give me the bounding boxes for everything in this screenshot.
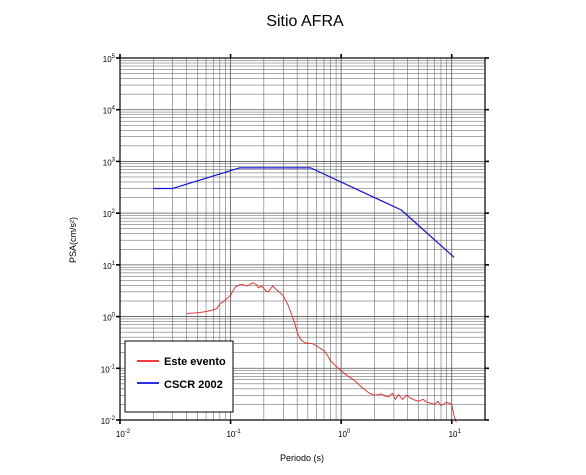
y-tick-label: 105	[103, 54, 116, 64]
y-tick-labels: 10-2 10-1 100 101 102 103 104 105	[101, 54, 116, 426]
x-axis-label: Periodo (s)	[280, 453, 324, 463]
x-tick-label: 101	[449, 429, 462, 439]
x-tick-label: 10-1	[226, 429, 241, 439]
plot-series	[153, 167, 457, 423]
chart-title: Sitio AFRA	[266, 13, 344, 30]
series-line-este-evento	[186, 282, 457, 423]
y-tick-label: 10-2	[101, 416, 116, 426]
legend-label-este-evento: Este evento	[164, 356, 226, 368]
legend-label-cscr-2002: CSCR 2002	[164, 379, 223, 391]
plot-grid	[116, 54, 489, 424]
y-tick-label: 100	[103, 313, 116, 323]
y-tick-label: 102	[103, 209, 116, 219]
legend-box	[124, 340, 234, 413]
y-axis-label: PSA(cm/s²)	[68, 217, 78, 263]
y-tick-label: 101	[103, 261, 116, 271]
y-tick-label: 104	[103, 106, 116, 116]
series-line-cscr-2002	[153, 167, 455, 258]
x-tick-labels: 10-2 10-1 100 101	[116, 429, 462, 439]
legend: Este evento CSCR 2002	[124, 340, 234, 413]
y-tick-label: 10-1	[101, 364, 116, 374]
x-tick-label: 10-2	[116, 429, 131, 439]
plot-frame	[119, 57, 486, 421]
x-tick-label: 100	[338, 429, 351, 439]
y-tick-label: 103	[103, 157, 116, 167]
